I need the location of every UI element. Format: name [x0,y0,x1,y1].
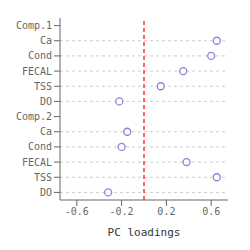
svg-text:TSS: TSS [34,172,52,183]
svg-text:DO: DO [40,187,52,198]
svg-text:Ca: Ca [40,35,52,46]
svg-text:DO: DO [40,96,52,107]
svg-text:Cond: Cond [28,50,52,61]
svg-text:Comp.2: Comp.2 [16,111,52,122]
svg-text:-0.2: -0.2 [110,206,134,217]
svg-text:FECAL: FECAL [22,66,52,77]
svg-text:Ca: Ca [40,126,52,137]
svg-text:-0.6: -0.6 [65,206,89,217]
svg-text:PC loadings: PC loadings [108,226,181,239]
svg-text:0.6: 0.6 [202,206,220,217]
svg-text:TSS: TSS [34,81,52,92]
svg-text:Comp.1: Comp.1 [16,20,52,31]
svg-text:FECAL: FECAL [22,157,52,168]
svg-text:0.2: 0.2 [157,206,175,217]
svg-text:Cond: Cond [28,141,52,152]
